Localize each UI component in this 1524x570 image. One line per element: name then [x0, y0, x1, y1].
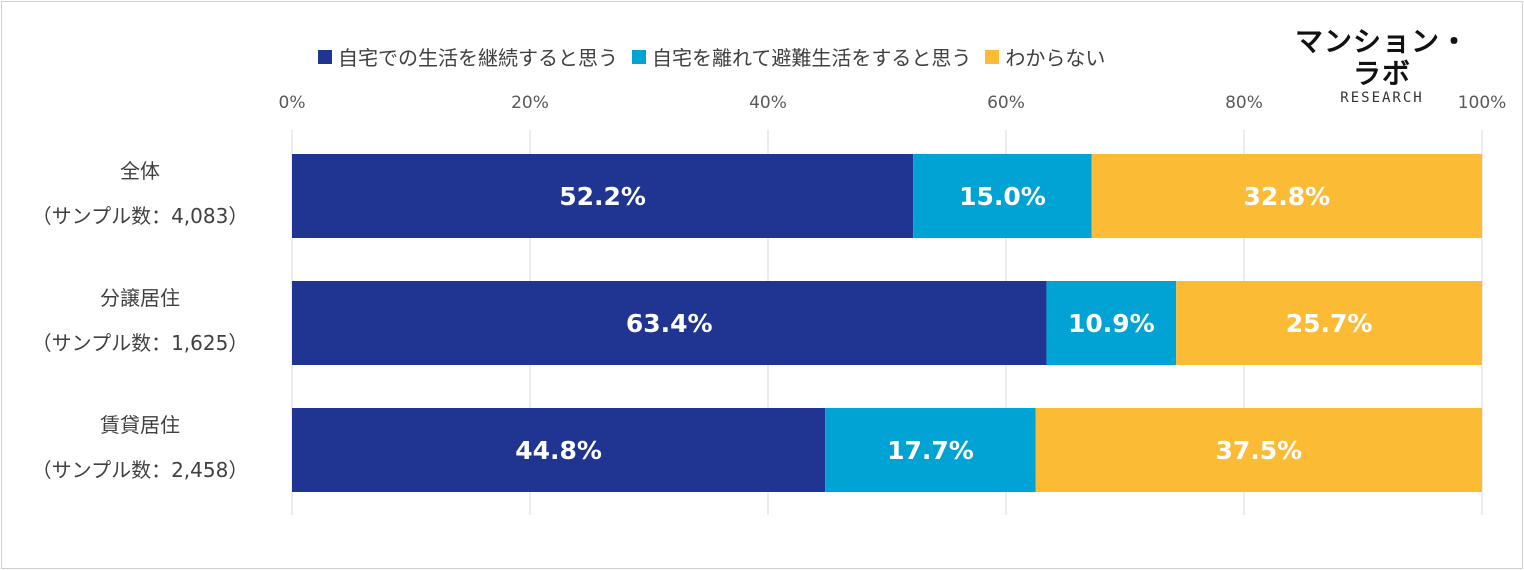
- legend-label-stay-home: 自宅での生活を継続すると思う: [338, 46, 618, 70]
- category-sample-label: （サンプル数：2,458）: [32, 458, 249, 482]
- category-label: 全体: [120, 159, 160, 183]
- category-sample-label: （サンプル数：1,625）: [32, 331, 249, 355]
- legend-item-evacuate: 自宅を離れて避難生活をすると思う: [632, 42, 971, 71]
- x-tick-label: 20%: [511, 93, 549, 113]
- legend-item-unknown: わからない: [985, 42, 1105, 71]
- x-tick-label: 100%: [1458, 93, 1507, 113]
- bar-segment: [292, 408, 826, 492]
- bar-segment: [1176, 281, 1482, 365]
- category-sample-label: （サンプル数：4,083）: [32, 204, 249, 228]
- data-label: 15.0%: [959, 182, 1046, 211]
- legend-swatch-unknown: [985, 49, 1000, 64]
- legend-label-unknown: わからない: [1005, 46, 1106, 70]
- legend-label-evacuate: 自宅を離れて避難生活をすると思う: [652, 46, 972, 70]
- bar-segment: [825, 408, 1036, 492]
- legend-swatch-stay-home: [318, 49, 332, 64]
- x-tick-label: 0%: [279, 93, 306, 113]
- data-label: 10.9%: [1068, 309, 1155, 338]
- logo-subtext: RESEARCH: [1340, 90, 1424, 106]
- bar-segment: [1046, 281, 1177, 365]
- x-tick-label: 60%: [987, 93, 1025, 113]
- data-label: 25.7%: [1286, 309, 1373, 338]
- bar-segment: [292, 281, 1047, 365]
- data-label: 17.7%: [887, 436, 974, 465]
- data-label: 32.8%: [1243, 182, 1330, 211]
- category-label: 分譲居住: [100, 286, 180, 310]
- x-tick-label: 40%: [749, 93, 787, 113]
- data-label: 52.2%: [559, 182, 646, 211]
- legend-item-stay-home: 自宅での生活を継続すると思う: [318, 42, 618, 71]
- data-label: 37.5%: [1216, 436, 1303, 465]
- bar-segment: [1091, 154, 1482, 238]
- logo-text: マンション・ラボ: [1294, 25, 1469, 90]
- legend-swatch-evacuate: [632, 49, 646, 64]
- x-tick-label: 80%: [1225, 93, 1263, 113]
- bar-segment: [1035, 408, 1482, 492]
- brand-logo: マンション・ラボ RESEARCH: [1294, 25, 1470, 107]
- bar-segment: [913, 154, 1092, 238]
- chart-legend: 自宅での生活を継続すると思う 自宅を離れて避難生活をすると思う わからない: [318, 42, 1119, 71]
- category-label: 賃貸居住: [100, 413, 180, 437]
- data-label: 63.4%: [626, 309, 713, 338]
- data-label: 44.8%: [515, 436, 602, 465]
- bar-segment: [292, 154, 914, 238]
